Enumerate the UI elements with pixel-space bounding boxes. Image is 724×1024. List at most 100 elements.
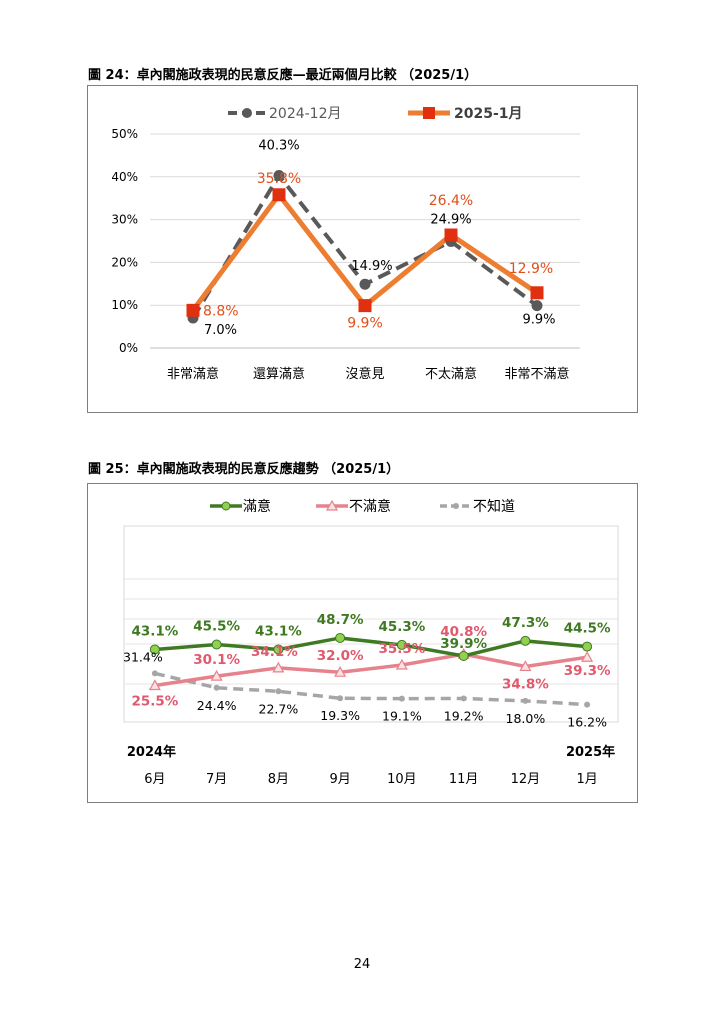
x-tick-label: 不太滿意 (425, 366, 477, 382)
series-satisfied-point (520, 635, 531, 646)
legend-dissatisfied-swatch-marker (325, 499, 339, 511)
legend-dissatisfied-label: 不滿意 (349, 498, 391, 515)
series-satisfied-data-label: 43.1% (255, 623, 302, 639)
series-satisfied-data-label: 48.7% (317, 612, 364, 628)
series-unknown-point (584, 701, 591, 708)
series-satisfied-point (396, 639, 407, 650)
y-tick-label: 40% (111, 170, 138, 184)
series-satisfied-point (149, 644, 160, 655)
x-tick-label: 沒意見 (345, 366, 384, 382)
legend-2024-12-swatch-marker (242, 108, 252, 118)
year-label-2024: 2024年 (127, 744, 176, 760)
series-satisfied-data-label: 45.3% (378, 619, 425, 635)
series-2025-1-data-label: 9.9% (347, 316, 383, 332)
series-satisfied-point (273, 644, 284, 655)
series-satisfied-data-label: 39.9% (440, 636, 487, 652)
legend-unknown-label: 不知道 (473, 498, 515, 515)
series-unknown-point (460, 695, 467, 702)
series-2025-1-line (190, 192, 539, 312)
series-2024-12-point (531, 300, 543, 312)
series-2024-12-data-label: 24.9% (430, 212, 471, 227)
x-tick-label: 1月 (576, 772, 597, 787)
series-dissatisfied-point (272, 661, 285, 673)
figure-24-title: 圖 24：卓內閣施政表現的民意反應—最近兩個月比較 （2025/1） (88, 68, 478, 83)
series-satisfied-point (335, 632, 346, 643)
year-label-2025: 2025年 (566, 744, 615, 760)
series-2025-1-point (186, 303, 200, 317)
series-dissatisfied-line (154, 652, 588, 688)
series-unknown-point (275, 688, 282, 695)
series-dissatisfied-data-label: 25.5% (131, 694, 178, 710)
series-satisfied-data-label: 45.5% (193, 619, 240, 635)
series-unknown-point (151, 670, 158, 677)
legend-2025-1-swatch-marker (423, 107, 435, 119)
series-satisfied-point (582, 641, 593, 652)
series-satisfied-data-label: 44.5% (564, 621, 611, 637)
series-dissatisfied-data-label: 34.1% (251, 644, 298, 660)
figure-24-chart: 0% 10% 20% 30% 40% 50% 非常滿意 還算滿意 沒意見 不太滿意 非常不滿意 7.0… (87, 85, 638, 413)
series-2025-1-point (530, 286, 544, 300)
x-tick-label: 6月 (144, 772, 165, 787)
series-unknown-data-label: 24.4% (197, 698, 237, 713)
series-2024-12-data-label: 7.0% (204, 323, 237, 338)
series-unknown-data-label: 19.2% (444, 708, 484, 723)
series-2025-1-data-label: 26.4% (429, 193, 473, 209)
series-dissatisfied-data-label: 32.0% (317, 648, 364, 664)
series-unknown-line (154, 671, 588, 707)
figure-25-title: 圖 25：卓內閣施政表現的民意反應趨勢 （2025/1） (88, 462, 400, 477)
legend-2024-12-label: 2024-12月 (269, 106, 342, 122)
y-tick-label: 0% (119, 341, 138, 355)
x-tick-label: 9月 (329, 772, 350, 787)
x-tick-label: 非常不滿意 (504, 366, 569, 382)
series-unknown-data-label: 18.0% (506, 711, 546, 726)
series-unknown-data-label: 31.4% (123, 649, 163, 664)
series-2025-1-data-label: 8.8% (203, 303, 239, 319)
page-number: 24 (353, 957, 371, 972)
legend-satisfied-swatch-marker (221, 501, 231, 511)
series-2025-1-data-label: 35.8% (257, 171, 301, 187)
series-dissatisfied-point (581, 650, 594, 662)
x-tick-label: 10月 (387, 772, 417, 787)
x-tick-label: 還算滿意 (253, 366, 305, 382)
series-2024-12-line (191, 173, 539, 320)
series-satisfied-data-label: 47.3% (502, 615, 549, 631)
series-2025-1-data-label: 12.9% (509, 261, 553, 277)
x-tick-label: 8月 (268, 772, 289, 787)
series-unknown-point (398, 695, 405, 702)
figure-24-svg: 0% 10% 20% 30% 40% 50% 非常滿意 還算滿意 沒意見 不太滿意 非常不滿意 7.0… (111, 106, 580, 382)
figure-25-svg: 6月 7月 8月 9月 10月 11月 12月 1月 2024年 2025年 43.1% 45.5% 4… (123, 498, 619, 787)
plot-area (123, 525, 619, 723)
series-unknown-point (213, 684, 220, 691)
series-unknown-point (337, 695, 344, 702)
series-2024-12-point (273, 170, 285, 182)
series-satisfied-point (458, 651, 469, 662)
series-satisfied-point (211, 639, 222, 650)
series-unknown-data-label: 19.1% (382, 709, 422, 724)
y-tick-label: 10% (111, 298, 138, 312)
series-dissatisfied-data-label: 40.8% (440, 624, 487, 640)
series-2025-1-point (444, 228, 458, 242)
y-tick-label: 30% (111, 213, 138, 227)
y-tick-label: 20% (111, 255, 138, 269)
series-unknown-data-label: 22.7% (259, 701, 299, 716)
series-2024-12-point (359, 278, 371, 290)
series-dissatisfied-data-label: 30.1% (193, 652, 240, 668)
series-2024-12-data-label: 14.9% (351, 259, 392, 274)
series-dissatisfied-data-label: 39.3% (564, 663, 611, 679)
series-dissatisfied-point (334, 665, 347, 677)
series-dissatisfied-data-label: 34.8% (502, 676, 549, 692)
figure-25-chart: 6月 7月 8月 9月 10月 11月 12月 1月 2024年 2025年 43.1% 45.5% 4… (87, 483, 638, 803)
series-dissatisfied-data-label: 35.5% (378, 641, 425, 657)
series-2024-12-data-label: 40.3% (258, 139, 299, 154)
series-dissatisfied-point (519, 660, 532, 672)
series-satisfied-line (154, 636, 588, 658)
series-unknown-data-label: 16.2% (567, 715, 607, 730)
series-2024-12-data-label: 9.9% (522, 313, 555, 328)
series-2025-1-point (358, 299, 372, 313)
series-dissatisfied-point (395, 658, 408, 670)
x-tick-label: 12月 (511, 772, 541, 787)
series-2025-1-point (272, 188, 286, 202)
x-tick-label: 非常滿意 (167, 366, 219, 382)
series-dissatisfied-point (148, 679, 161, 691)
legend-2025-1-label: 2025-1月 (454, 106, 523, 122)
